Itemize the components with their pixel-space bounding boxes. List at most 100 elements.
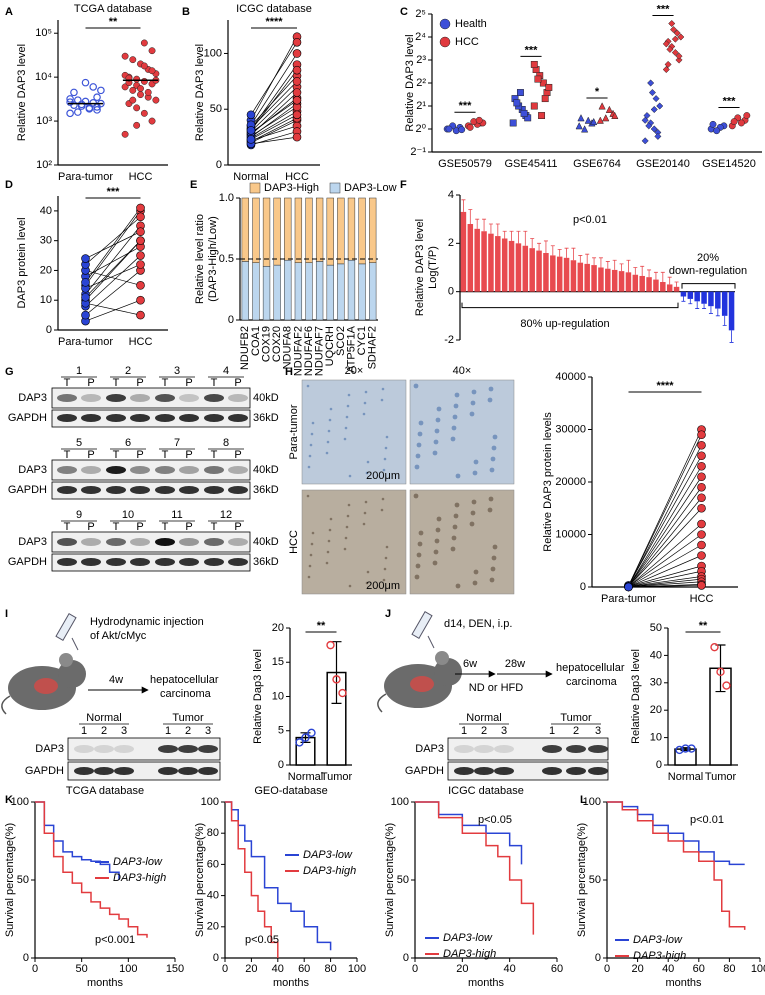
x-tick-label: COA1 <box>250 326 262 356</box>
cell <box>347 393 351 397</box>
bar-segment <box>305 197 313 263</box>
blot-band <box>198 745 218 753</box>
y-tick-label: 10 <box>272 690 284 702</box>
cell <box>383 457 387 461</box>
lane-label: T <box>211 521 218 533</box>
x-tick-label: GSE20140 <box>636 158 690 170</box>
y-tick-label: 20 <box>272 622 284 634</box>
cell <box>492 434 498 440</box>
y-tick-label: 20000 <box>555 476 586 488</box>
x-tick-label: Normal <box>668 771 703 783</box>
sample-number: 2 <box>125 365 131 377</box>
point <box>697 503 706 513</box>
bar-segment <box>315 261 324 321</box>
bar <box>715 291 721 309</box>
bar-segment <box>294 262 303 321</box>
blot-band <box>588 745 608 753</box>
point <box>647 79 655 87</box>
point <box>97 86 105 95</box>
blot-band <box>542 767 562 775</box>
cell <box>344 536 348 540</box>
blot-band <box>454 767 474 775</box>
y-axis-label: Survival percentage(%) <box>4 823 16 937</box>
row-label: HCC <box>288 530 300 554</box>
cell <box>453 403 459 409</box>
point <box>697 430 706 440</box>
panel-label: H <box>285 366 293 378</box>
pair-line <box>250 69 298 131</box>
y-tick-label: 50 <box>17 874 29 886</box>
cell <box>311 421 315 425</box>
cell <box>344 426 348 430</box>
protein-label: GAPDH <box>8 556 47 568</box>
pair-line <box>250 120 298 144</box>
group-label: Tumor <box>172 712 204 724</box>
y-tick-label: 10000 <box>555 528 586 540</box>
significance-label: *** <box>459 100 473 112</box>
cell <box>306 494 310 498</box>
point <box>136 260 145 269</box>
point <box>654 132 662 140</box>
pair-line <box>250 136 298 145</box>
point <box>697 482 706 492</box>
lane-label: T <box>64 377 71 389</box>
point <box>697 472 706 482</box>
y-tick-label: 0 <box>656 759 662 771</box>
bar-segment <box>273 264 281 321</box>
x-tick-label: GSE6764 <box>573 158 621 170</box>
blot-band <box>494 767 514 775</box>
point <box>121 83 129 91</box>
cell <box>381 387 385 391</box>
pair-line <box>85 302 141 316</box>
cell <box>383 567 387 571</box>
bar <box>680 291 687 297</box>
blot-band <box>179 466 199 474</box>
cell <box>308 454 312 458</box>
legend-swatch <box>439 36 451 48</box>
cell <box>366 570 370 574</box>
bar <box>495 236 501 292</box>
significance-label: ** <box>109 16 118 28</box>
ihc-image <box>409 379 515 485</box>
syringe-needle <box>427 635 435 649</box>
point <box>520 109 528 117</box>
blot-band <box>178 745 198 753</box>
lane-label: 2 <box>101 725 107 737</box>
size-label: 40kD <box>253 392 279 404</box>
error-bar <box>516 230 521 244</box>
bar-segment <box>305 262 313 321</box>
lane-label: 3 <box>205 725 211 737</box>
pair-line <box>628 497 702 587</box>
annotation: 80% up-regulation <box>520 318 609 330</box>
lane-label: 3 <box>121 725 127 737</box>
cell <box>415 563 421 569</box>
error-bar <box>612 259 617 270</box>
lane-label: T <box>162 377 169 389</box>
cell <box>328 418 332 422</box>
pair-line <box>85 270 141 286</box>
x-tick-label: GSE14520 <box>702 158 756 170</box>
error-bar <box>633 267 638 275</box>
pair-line <box>628 581 702 588</box>
blot-frame <box>51 531 251 553</box>
blot-band <box>130 466 150 474</box>
cell <box>380 508 384 512</box>
point <box>713 127 721 135</box>
point <box>136 310 145 320</box>
cell <box>434 538 440 544</box>
bar-segment <box>326 264 334 321</box>
error-bar <box>598 257 603 268</box>
pair-line <box>628 578 702 588</box>
cell <box>415 453 421 459</box>
cell <box>346 514 350 518</box>
cell <box>364 390 368 394</box>
y-tick-label: 40 <box>650 649 662 661</box>
point <box>152 96 160 104</box>
outcome-label: carcinoma <box>160 688 212 700</box>
y-tick-label: 10³ <box>36 115 52 127</box>
cell <box>433 549 439 555</box>
cell <box>365 581 369 585</box>
error-bar <box>578 255 583 263</box>
error-bar <box>619 263 624 272</box>
pair-line <box>628 429 702 587</box>
